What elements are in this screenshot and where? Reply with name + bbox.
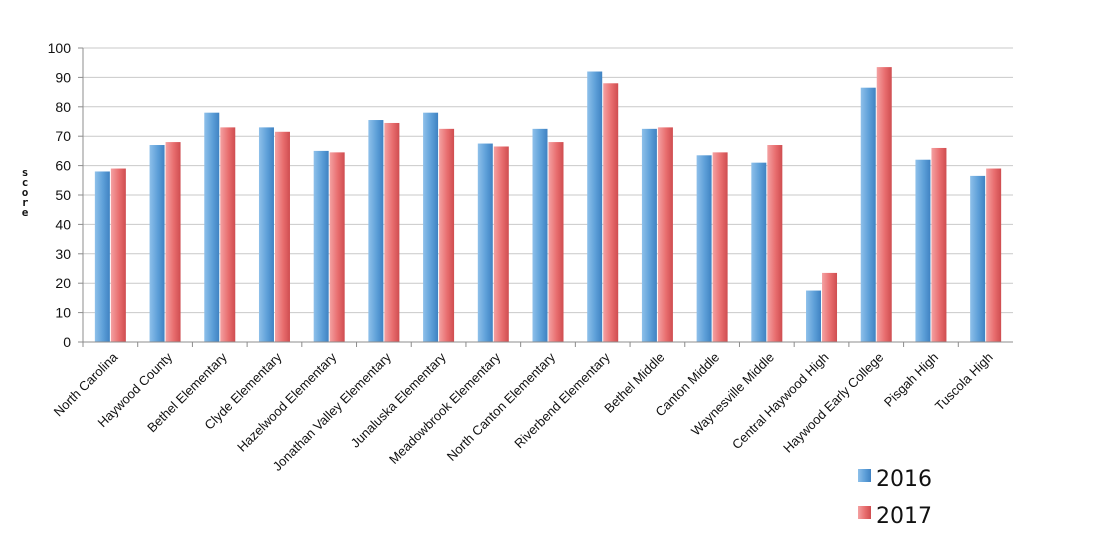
y-tick-label: 30 xyxy=(55,246,71,262)
x-tick-label: Hazelwood Elementary xyxy=(234,349,339,454)
x-tick-label: Junaluska Elementary xyxy=(348,349,449,450)
y-tick-label: 70 xyxy=(55,128,71,144)
bar-2016 xyxy=(477,143,493,342)
bar-2016 xyxy=(751,162,767,342)
bar-2016 xyxy=(423,112,439,343)
bar-2016 xyxy=(696,155,712,342)
y-axis-label-char: r xyxy=(22,196,29,209)
x-tick-label: North Canton Elementary xyxy=(444,349,559,464)
y-tick-label: 40 xyxy=(55,216,71,232)
bar-2017 xyxy=(986,168,1002,342)
legend-label: 2016 xyxy=(876,467,932,492)
bar-2016 xyxy=(532,128,548,342)
bar-2017 xyxy=(110,168,126,342)
bar-2017 xyxy=(220,127,236,342)
y-tick-label: 100 xyxy=(48,40,72,56)
y-axis: 0 10 20 30 40 50 60 70 80 90 100 xyxy=(48,40,84,350)
bar-2016 xyxy=(313,150,329,342)
bar-2017 xyxy=(439,128,455,342)
bar-2017 xyxy=(165,142,181,342)
bar-2017 xyxy=(876,67,892,343)
y-tick-label: 80 xyxy=(55,99,71,115)
bar-2017 xyxy=(712,152,728,342)
bar-2017 xyxy=(329,152,345,342)
bar-2016 xyxy=(970,175,986,342)
y-tick-label: 60 xyxy=(55,158,71,174)
bar-2016 xyxy=(94,171,110,342)
bar-2017 xyxy=(384,122,400,342)
bar-2016 xyxy=(258,127,274,342)
bar-2016 xyxy=(641,128,657,342)
bar-2017 xyxy=(657,127,673,342)
y-tick-label: 20 xyxy=(55,275,71,291)
x-tick-label: Haywood Early College xyxy=(780,350,886,456)
bar-2016 xyxy=(860,87,876,342)
y-axis-label-char: c xyxy=(22,176,29,189)
bar-2017 xyxy=(548,142,564,342)
y-tick-label: 90 xyxy=(55,69,71,85)
bar-2016 xyxy=(806,290,822,342)
legend-label: 2017 xyxy=(876,504,932,529)
bar-2016 xyxy=(204,112,220,343)
grid xyxy=(83,47,1013,343)
bar-2016 xyxy=(915,159,931,342)
x-tick-label: Meadowbrook Elementary xyxy=(386,349,504,467)
y-axis-label-char: s xyxy=(22,166,29,179)
y-axis-label-char: o xyxy=(22,186,29,199)
y-tick-label: 50 xyxy=(55,187,71,203)
bar-2017 xyxy=(603,83,619,342)
x-tick-label: Pisgah High xyxy=(881,350,941,410)
bar-2017 xyxy=(493,146,509,342)
bar-2017 xyxy=(822,272,838,342)
legend-swatch xyxy=(858,506,871,519)
y-axis-label-char: e xyxy=(22,206,29,219)
x-tick-label: Riverbend Elementary xyxy=(511,349,613,451)
y-tick-label: 0 xyxy=(63,334,71,350)
x-tick-label: Tuscola High xyxy=(932,350,996,414)
bar-2017 xyxy=(274,131,290,342)
bar-2016 xyxy=(587,71,603,343)
bar-2016 xyxy=(149,145,165,342)
bar-2017 xyxy=(767,145,783,342)
x-tick-label: Central Haywood High xyxy=(729,350,832,453)
legend: 2016 2017 xyxy=(858,467,932,529)
bar-2016 xyxy=(368,120,384,342)
bar-2017 xyxy=(931,147,947,342)
y-tick-label: 10 xyxy=(55,305,71,321)
legend-swatch xyxy=(858,469,871,482)
bars xyxy=(82,67,1013,347)
